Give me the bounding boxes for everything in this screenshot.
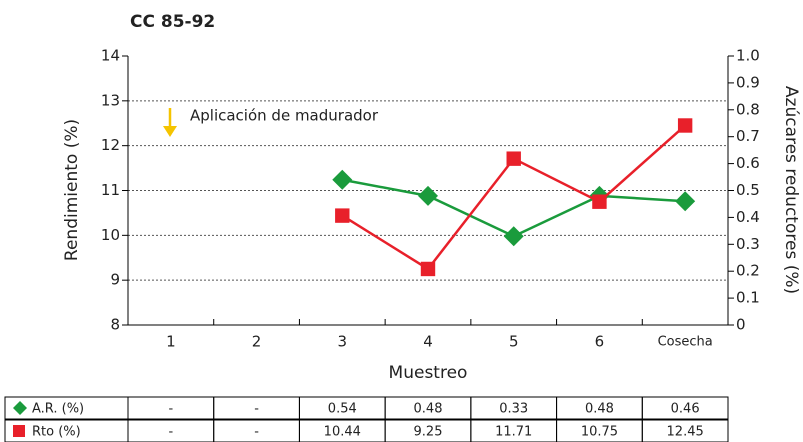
y-tick-label: 10 [101,226,120,244]
y-tick-label: 14 [101,47,120,65]
table-value: 0.48 [585,402,614,417]
x-tick-label: 3 [338,333,348,351]
y-axis-label: Rendimiento (%) [62,119,82,261]
y2-tick-label: 0.2 [736,262,760,280]
x-tick-label: 5 [509,333,519,351]
annotation-arrowhead [163,126,177,137]
y-tick-label: 12 [101,136,120,154]
y-tick-label: 13 [101,91,120,109]
y2-tick-label: 0.3 [736,235,760,253]
marker [592,194,607,209]
y2-tick-label: 0 [736,316,746,334]
x-axis-label: Muestreo [389,363,468,383]
table-cell [641,419,729,442]
y-tick-label: 11 [101,181,120,199]
marker [503,226,524,247]
legend-marker [13,425,25,437]
table-value: 12.45 [667,425,704,440]
marker [506,151,521,166]
y-tick-label: 8 [110,316,120,334]
legend-label: A.R. (%) [32,402,84,417]
table-value: 0.48 [414,402,443,417]
annotation: Aplicación de madurador [190,107,379,125]
table-value: - [169,402,174,417]
y2-tick-label: 0.8 [736,100,760,118]
table-cell [641,396,729,420]
y-tick-label: 9 [110,271,120,289]
table-value: 10.44 [324,425,361,440]
marker [420,261,436,277]
x-tick-label: 2 [252,333,262,351]
y2-tick-label: 0.9 [736,73,760,91]
y2-axis-label: Azúcares reductores (%) [781,86,801,294]
x-tick-label: 6 [595,333,605,351]
marker [335,208,350,223]
table-value: 0.33 [499,402,528,417]
table-value: 9.25 [414,425,443,440]
x-tick-label: 4 [423,333,433,351]
table-value: - [254,425,259,440]
table-value: 0.46 [671,402,700,417]
table-value: 11.71 [495,425,532,440]
table-value: - [169,425,174,440]
table-value: 10.75 [581,425,618,440]
legend-label: Rto (%) [32,425,81,440]
marker [675,191,696,212]
y2-tick-label: 0.7 [736,127,760,145]
y2-tick-label: 0.6 [736,154,760,172]
y2-tick-label: 0.1 [736,289,760,307]
legend-marker [13,401,27,415]
x-tick-label: 1 [166,333,176,351]
x-tick-label: Cosecha [658,335,713,350]
y2-tick-label: 1.0 [736,47,760,65]
table-value: - [254,402,259,417]
marker [677,118,693,133]
y2-tick-label: 0.4 [736,208,760,226]
marker [332,169,353,190]
marker [418,185,438,206]
y2-tick-label: 0.5 [736,181,760,199]
chart-title: CC 85-92 [130,12,215,32]
table-value: 0.54 [328,402,357,417]
